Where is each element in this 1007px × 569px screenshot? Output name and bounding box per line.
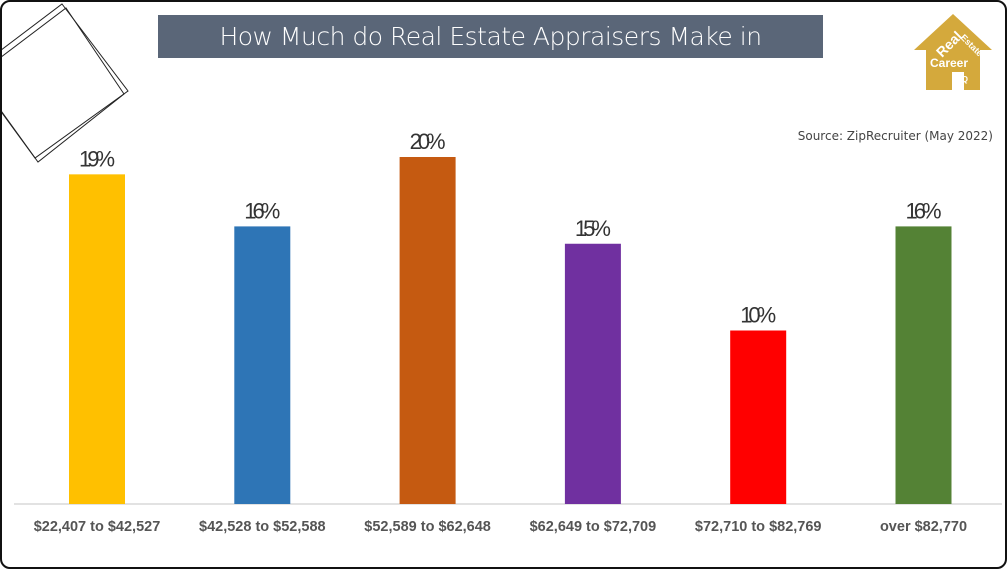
bar <box>234 226 291 504</box>
category-label: $72,710 to $82,769 <box>695 519 822 535</box>
category-label: $62,649 to $72,709 <box>530 519 657 535</box>
bar <box>69 174 125 504</box>
svg-text:Career: Career <box>930 56 968 70</box>
data-label: 16% <box>244 198 280 223</box>
decorative-squares <box>2 3 129 163</box>
bar <box>730 330 787 504</box>
data-label: 10% <box>740 303 776 328</box>
category-label: $22,407 to $42,527 <box>34 519 161 535</box>
category-label: $42,528 to $52,588 <box>199 519 326 535</box>
svg-text:HQ: HQ <box>956 75 968 84</box>
chart-title: How Much do Real Estate Appraisers Make … <box>158 15 823 94</box>
bar <box>564 243 621 504</box>
data-label: 20% <box>410 129 446 154</box>
source-note: Source: ZipRecruiter (May 2022) <box>797 129 993 143</box>
bar <box>895 226 952 504</box>
category-label: $52,589 to $62,648 <box>364 519 491 535</box>
category-label: over $82,770 <box>880 519 967 535</box>
data-label: 15% <box>575 216 611 241</box>
data-label: 19% <box>79 146 115 171</box>
data-label: 16% <box>906 198 942 223</box>
bar <box>399 157 456 504</box>
real-estate-career-hq-logo: Real Estate Career HQ <box>914 14 992 90</box>
